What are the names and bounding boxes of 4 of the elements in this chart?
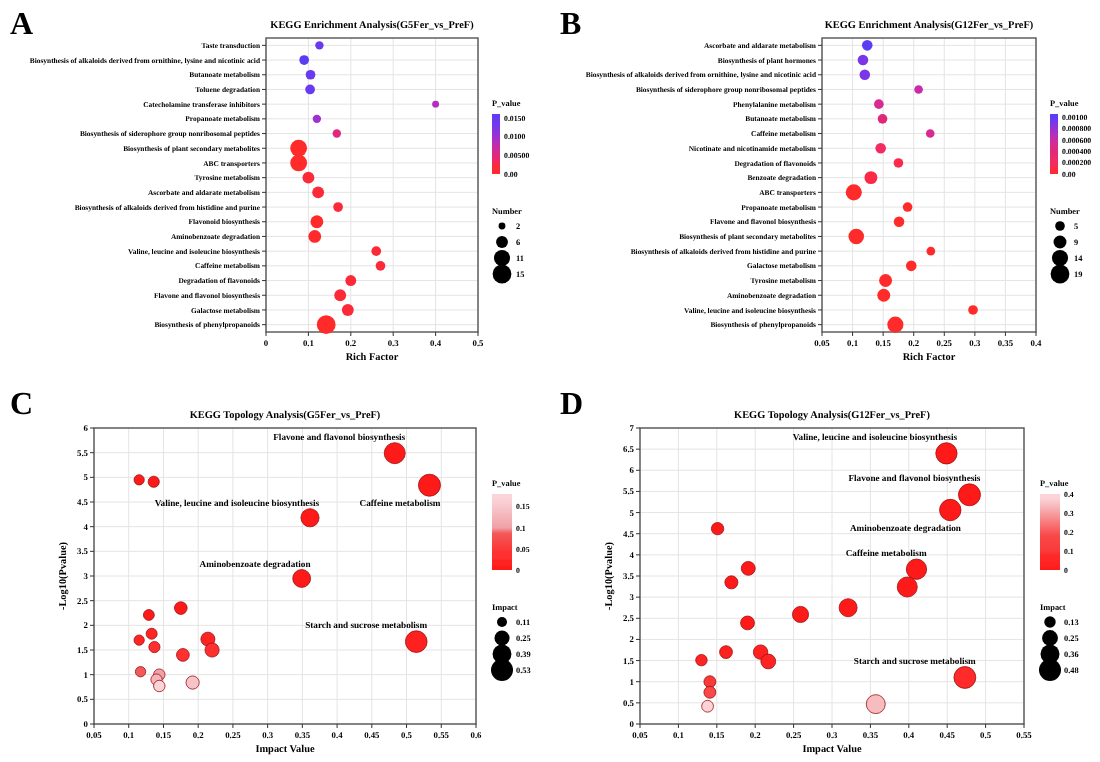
text: C: [10, 388, 34, 422]
text: B: [560, 8, 582, 42]
text: A: [10, 8, 34, 42]
text: D: [560, 388, 584, 422]
